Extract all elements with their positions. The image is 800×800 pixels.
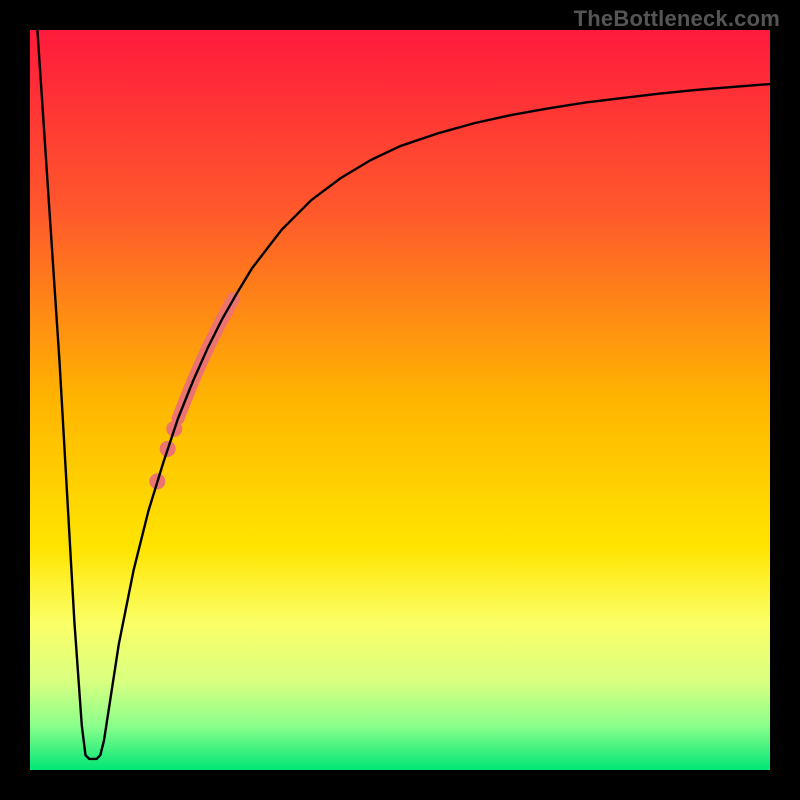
- bottleneck-chart: TheBottleneck.com: [0, 0, 800, 800]
- watermark-text: TheBottleneck.com: [574, 6, 780, 32]
- plot-background: [30, 30, 770, 770]
- chart-svg: [0, 0, 800, 800]
